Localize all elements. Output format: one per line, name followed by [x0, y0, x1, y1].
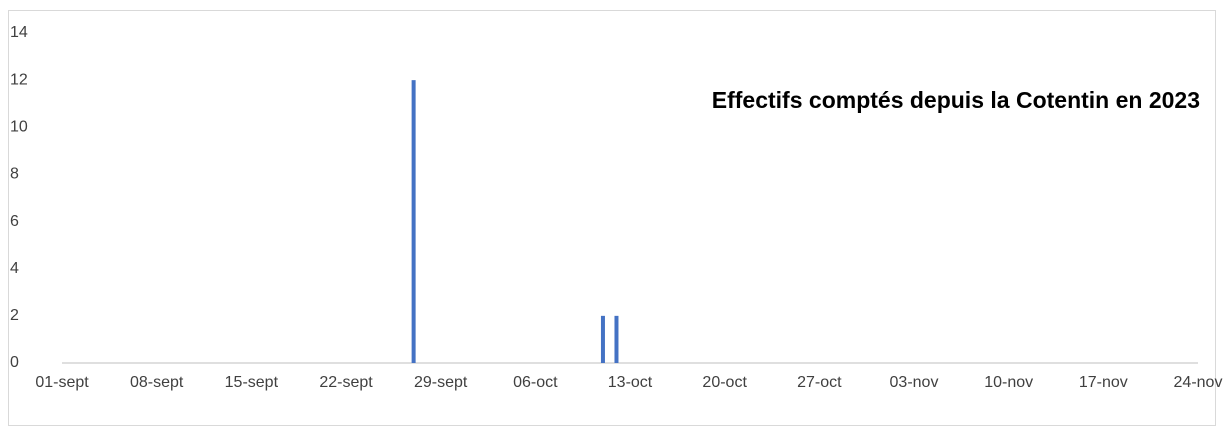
- x-tick-label: 03-nov: [890, 374, 939, 391]
- y-tick-label: 12: [10, 71, 28, 88]
- y-tick-label: 8: [10, 166, 19, 183]
- x-tick-label: 10-nov: [984, 374, 1033, 391]
- y-tick-label: 6: [10, 213, 19, 230]
- chart-title: Effectifs comptés depuis la Cotentin en …: [712, 87, 1200, 113]
- y-tick-label: 2: [10, 307, 19, 324]
- y-tick-label: 14: [10, 24, 28, 41]
- x-tick-label: 13-oct: [608, 374, 653, 391]
- x-tick-label: 24-nov: [1174, 374, 1223, 391]
- x-tick-label: 20-oct: [702, 374, 747, 391]
- chart-border: [8, 10, 1216, 426]
- x-tick-label: 29-sept: [414, 374, 468, 391]
- x-tick-label: 06-oct: [513, 374, 558, 391]
- y-tick-label: 0: [10, 354, 19, 371]
- bar: [600, 315, 605, 363]
- bar: [411, 80, 416, 364]
- x-tick-label: 01-sept: [35, 374, 89, 391]
- x-tick-label: 22-sept: [319, 374, 373, 391]
- x-tick-label: 08-sept: [130, 374, 184, 391]
- x-tick-label: 15-sept: [225, 374, 279, 391]
- x-tick-label: 27-oct: [797, 374, 842, 391]
- y-tick-label: 4: [10, 260, 19, 277]
- x-tick-label: 17-nov: [1079, 374, 1128, 391]
- bar: [614, 315, 619, 363]
- y-tick-label: 10: [10, 119, 28, 136]
